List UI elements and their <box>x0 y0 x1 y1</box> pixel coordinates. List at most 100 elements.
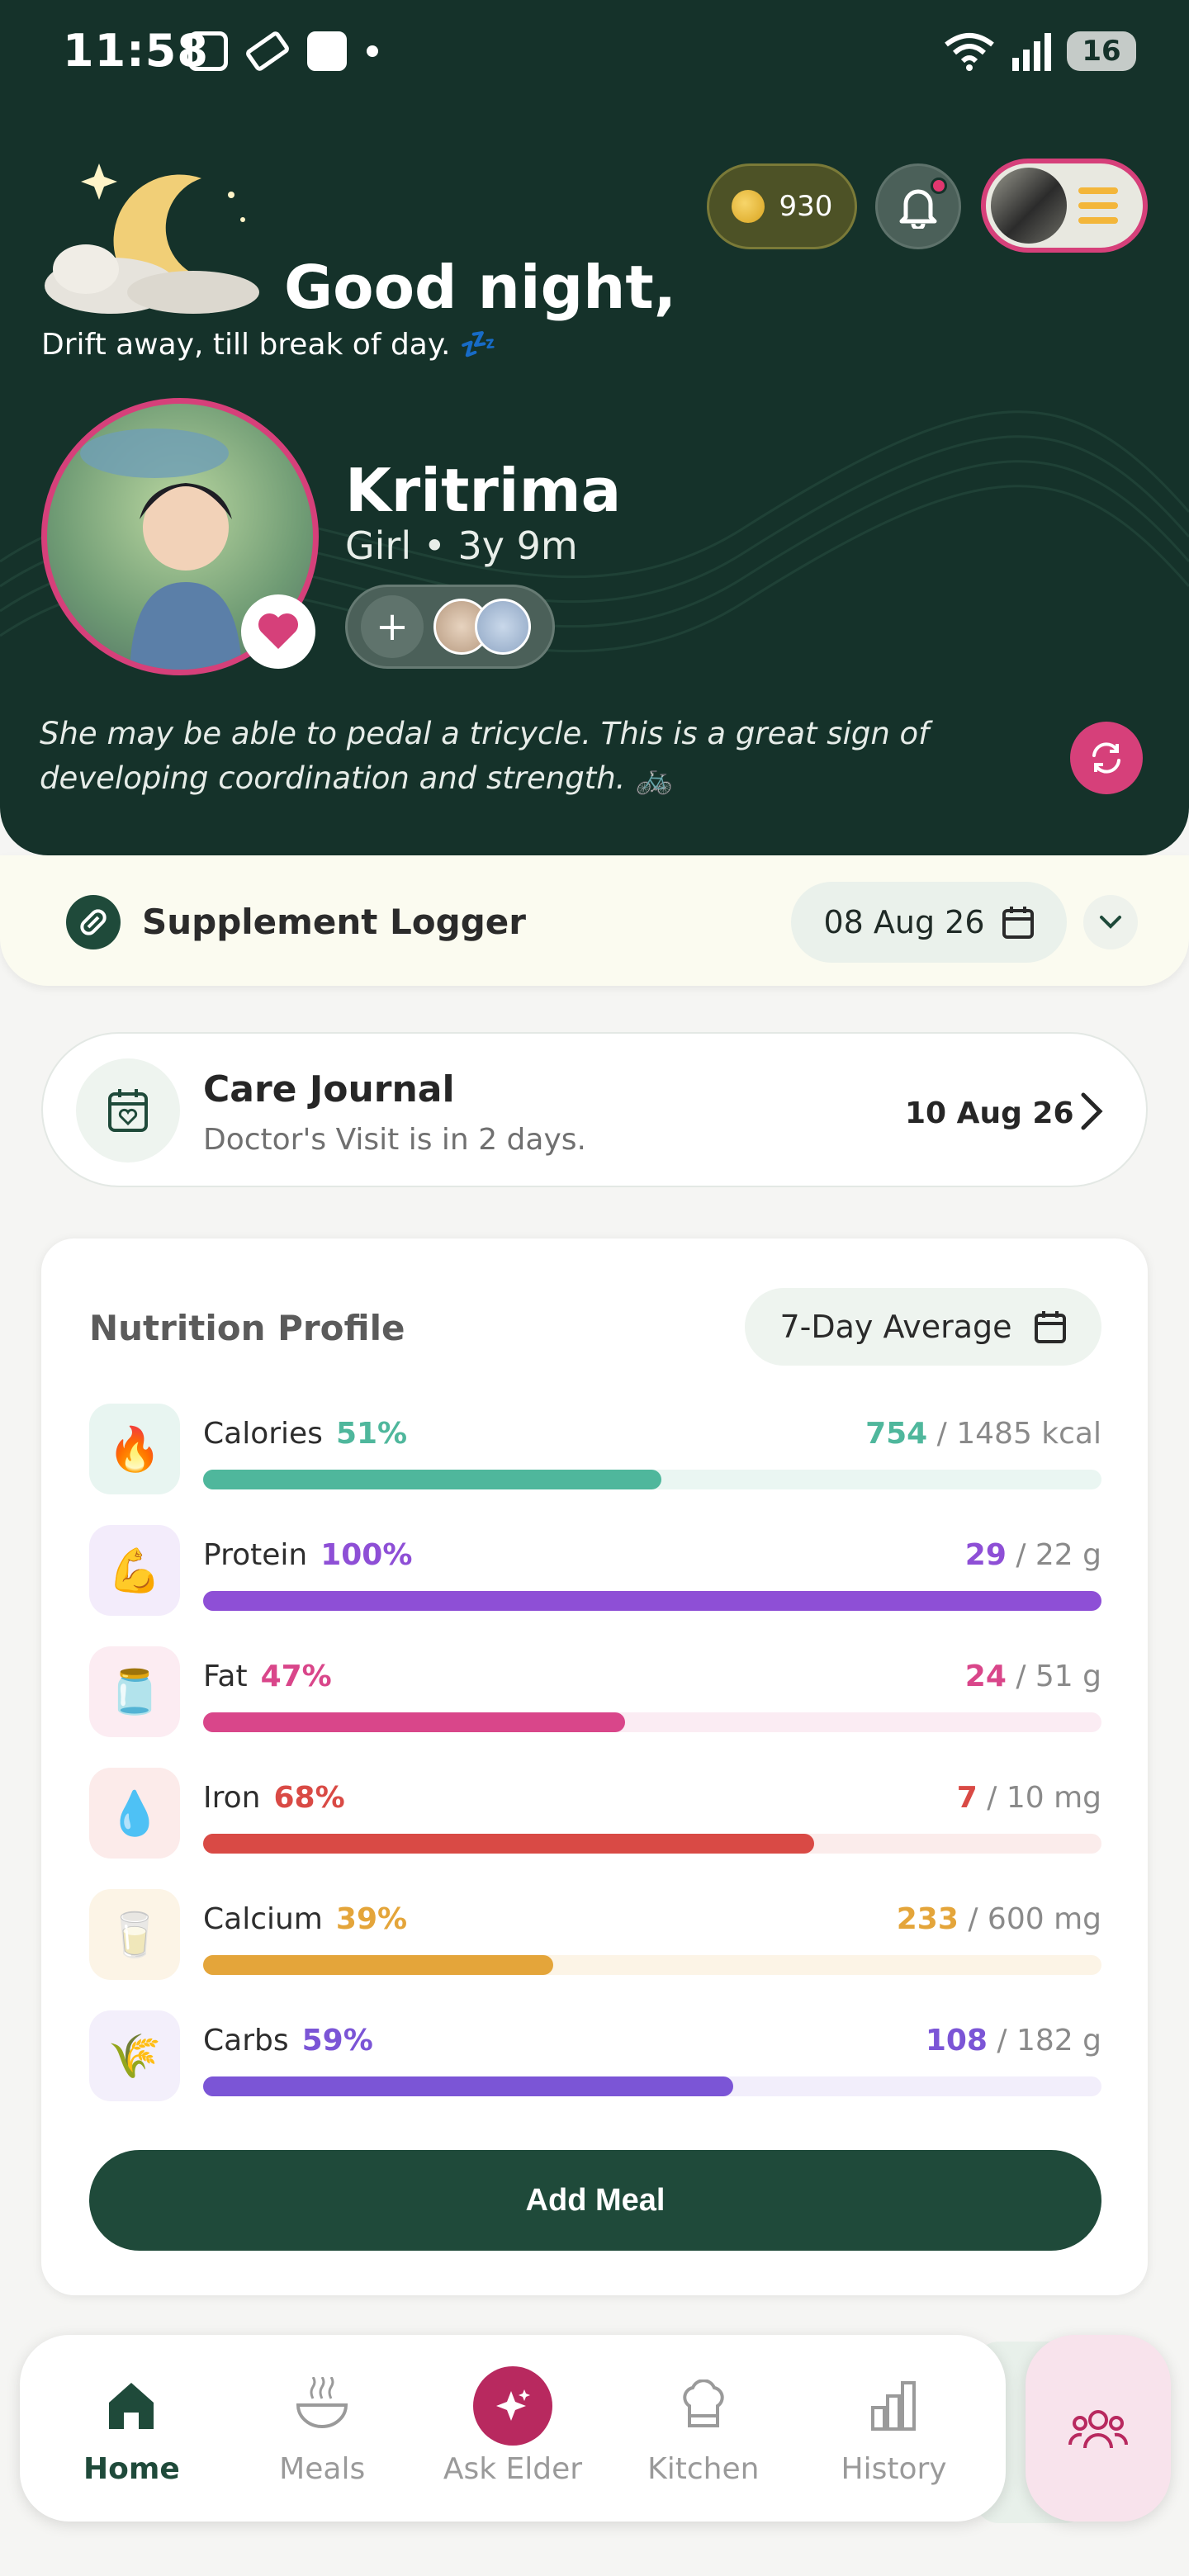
nutrient-name: Calcium <box>203 1902 323 1936</box>
nutrient-target: / 22 g <box>1006 1538 1101 1572</box>
sparkle-icon <box>495 2389 530 2421</box>
nutrient-target: / 1485 kcal <box>927 1417 1101 1451</box>
nutrient-percent: 68% <box>273 1781 345 1815</box>
care-journal-date: 10 Aug 26 <box>905 1096 1074 1130</box>
refresh-tip-button[interactable] <box>1070 722 1143 794</box>
coin-balance-button[interactable]: 930 <box>707 163 857 249</box>
nutrient-percent: 59% <box>301 2024 373 2057</box>
people-group-icon <box>1068 2410 1129 2449</box>
child-switch-avatar-2[interactable] <box>475 599 531 655</box>
signal-icon <box>1012 33 1051 71</box>
supplement-date-picker[interactable]: 08 Aug 26 <box>791 882 1067 963</box>
refresh-icon <box>1092 742 1120 774</box>
care-journal-subtitle: Doctor's Visit is in 2 days. <box>203 1123 586 1157</box>
nutrient-progress-fill <box>203 1470 661 1489</box>
nutrient-progress-track <box>203 1955 1101 1975</box>
header-section: 11:58 16 930 <box>0 0 1189 855</box>
supplement-logger-title: Supplement Logger <box>142 902 526 942</box>
nutrient-current: 29 <box>964 1538 1007 1572</box>
nutrient-progress-track <box>203 1470 1101 1489</box>
notifications-button[interactable] <box>875 163 961 249</box>
nutrient-row-fat: 🫙 Fat 47% 24 / 51 g <box>89 1646 1101 1740</box>
bowl-icon <box>296 2376 348 2428</box>
nutrient-target: / 10 mg <box>977 1781 1101 1815</box>
calendar-heart-icon <box>76 1058 180 1163</box>
nutrient-progress-fill <box>203 1955 554 1975</box>
nav-history[interactable]: History <box>812 2371 977 2486</box>
nutrient-progress-track <box>203 1834 1101 1854</box>
nav-ask-elder[interactable]: Ask Elder <box>430 2365 595 2486</box>
nutrient-current: 24 <box>964 1660 1007 1693</box>
nutrient-progress-fill <box>203 1712 626 1732</box>
favorite-heart-button[interactable] <box>241 594 315 669</box>
heart-icon <box>258 613 299 649</box>
care-journal-card[interactable]: Care Journal Doctor's Visit is in 2 days… <box>41 1032 1148 1187</box>
nutrition-profile-title: Nutrition Profile <box>89 1308 405 1348</box>
nutrient-name: Carbs <box>203 2024 289 2057</box>
more-notifications-dot <box>367 45 378 57</box>
nutrient-percent: 39% <box>335 1902 408 1936</box>
nutrient-percent: 100% <box>320 1538 413 1572</box>
profile-menu-button[interactable] <box>981 159 1148 253</box>
status-notification-icons <box>188 29 378 73</box>
expand-supplement-button[interactable] <box>1083 895 1138 949</box>
coin-count: 930 <box>779 190 833 223</box>
nutrient-target: / 600 mg <box>958 1902 1101 1936</box>
nav-kitchen[interactable]: Kitchen <box>621 2371 786 2486</box>
moon-cloud-icon <box>45 163 259 314</box>
add-child-button[interactable]: + <box>361 595 424 658</box>
nutrient-row-protein: 💪 Protein 100% 29 / 22 g <box>89 1525 1101 1619</box>
user-avatar <box>991 168 1067 244</box>
nutrient-current: 108 <box>925 2024 988 2057</box>
calendar-icon <box>1002 907 1034 939</box>
nutrient-name: Fat <box>203 1660 248 1693</box>
milk-glass-icon: 🥛 <box>89 1889 180 1980</box>
nutrient-row-calcium: 🥛 Calcium 39% 233 / 600 mg <box>89 1889 1101 1983</box>
add-meal-button[interactable]: Add Meal <box>89 2150 1101 2251</box>
muscle-icon: 💪 <box>89 1525 180 1616</box>
nav-ask-elder-label: Ask Elder <box>443 2451 583 2486</box>
greeting-subtitle: Drift away, till break of day. 💤 <box>41 328 497 362</box>
nav-home[interactable]: Home <box>49 2371 214 2486</box>
child-gender-age: Girl • 3y 9m <box>345 523 578 568</box>
nutrient-progress-track <box>203 1591 1101 1611</box>
milestone-tip: She may be able to pedal a tricycle. Thi… <box>40 716 930 796</box>
supplement-logger-bar[interactable]: Supplement Logger 08 Aug 26 <box>0 855 1189 986</box>
nav-meals-label: Meals <box>279 2451 366 2486</box>
status-time: 11:58 <box>63 25 209 77</box>
child-switcher[interactable]: + <box>345 585 555 669</box>
pill-icon <box>66 895 121 949</box>
coin-icon <box>731 190 765 223</box>
range-label: 7-Day Average <box>779 1309 1012 1345</box>
nav-home-label: Home <box>83 2451 180 2486</box>
oil-bottle-icon: 🫙 <box>89 1646 180 1737</box>
battery-icon: 16 <box>1067 31 1136 71</box>
fire-icon: 🔥 <box>89 1404 180 1494</box>
nutrition-profile-card: Nutrition Profile 7-Day Average 🔥 Calori… <box>41 1238 1148 2295</box>
community-button[interactable] <box>1026 2335 1171 2522</box>
nav-meals[interactable]: Meals <box>239 2371 405 2486</box>
bottom-navigation: Home Meals Ask Elder Kitchen History <box>20 2335 1006 2522</box>
app-notification-icon <box>307 31 347 71</box>
ticket-icon <box>244 29 291 73</box>
bell-icon <box>899 189 937 229</box>
home-icon <box>109 2382 154 2429</box>
chef-hat-icon <box>683 2379 724 2427</box>
nutrient-row-calories: 🔥 Calories 51% 754 / 1485 kcal <box>89 1404 1101 1498</box>
nutrient-percent: 47% <box>260 1660 332 1693</box>
nutrient-row-carbs: 🌾 Carbs 59% 108 / 182 g <box>89 2010 1101 2105</box>
nutrient-progress-track <box>203 1712 1101 1732</box>
nutrient-current: 754 <box>865 1417 928 1451</box>
nutrient-target: / 51 g <box>1006 1660 1101 1693</box>
nutrient-name: Calories <box>203 1417 323 1451</box>
range-selector-button[interactable]: 7-Day Average <box>745 1288 1101 1366</box>
nav-kitchen-label: Kitchen <box>647 2451 760 2486</box>
chevron-right-icon <box>1081 1092 1103 1130</box>
notification-badge <box>931 178 947 194</box>
status-system-icons: 16 <box>943 31 1136 71</box>
calendar-icon <box>1034 1311 1066 1343</box>
nutrient-current: 233 <box>896 1902 959 1936</box>
nutrient-name: Protein <box>203 1538 308 1572</box>
nutrient-progress-track <box>203 2076 1101 2096</box>
